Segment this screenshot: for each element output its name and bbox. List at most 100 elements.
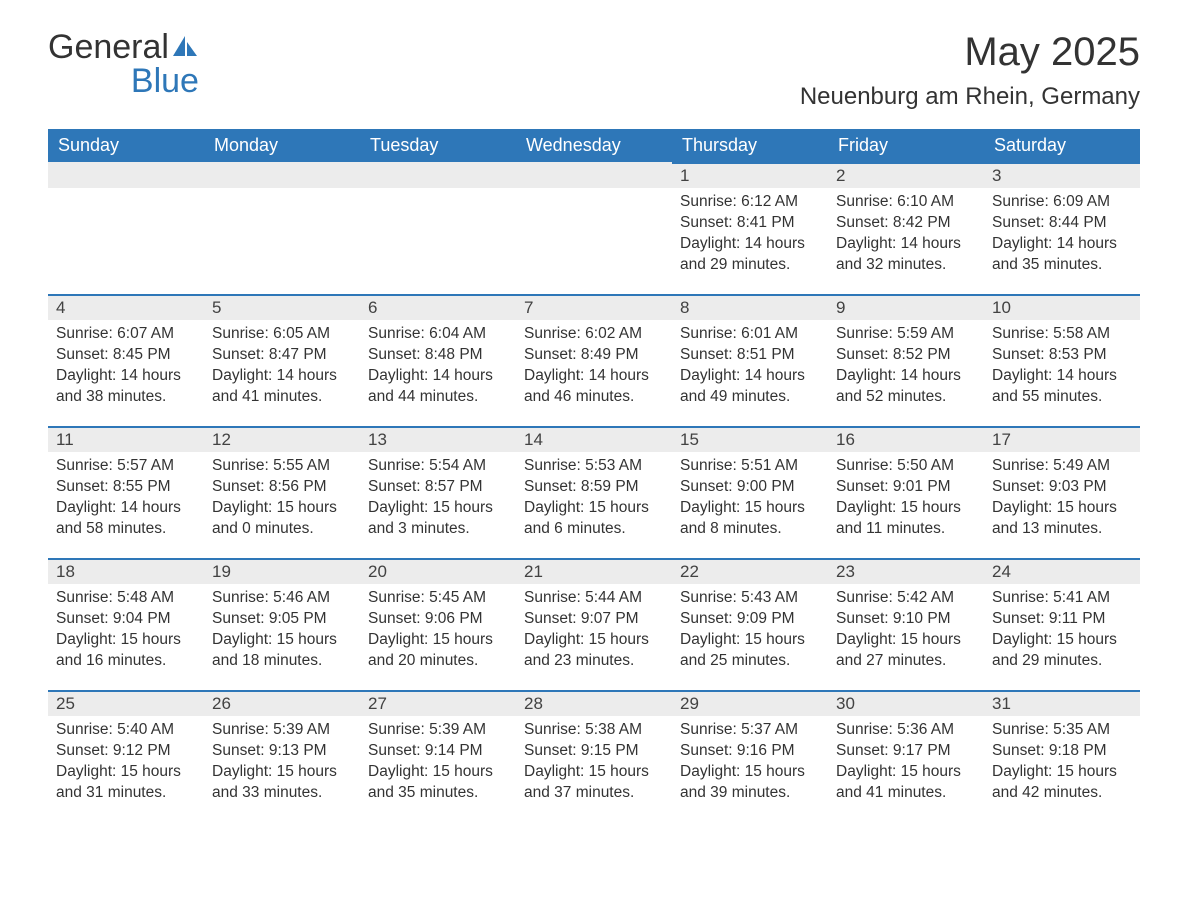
day-cell: 22Sunrise: 5:43 AMSunset: 9:09 PMDayligh… — [672, 558, 828, 690]
day-number: 12 — [204, 426, 360, 452]
daylight-minutes-line: and 29 minutes. — [992, 651, 1132, 672]
day-cell: 15Sunrise: 5:51 AMSunset: 9:00 PMDayligh… — [672, 426, 828, 558]
day-data: Sunrise: 5:59 AMSunset: 8:52 PMDaylight:… — [828, 320, 984, 408]
sunrise-line: Sunrise: 6:01 AM — [680, 324, 820, 345]
daylight-line: Daylight: 15 hours — [368, 762, 508, 783]
daylight-minutes-line: and 13 minutes. — [992, 519, 1132, 540]
weekday-header: Saturday — [984, 129, 1140, 162]
day-number: 14 — [516, 426, 672, 452]
day-data: Sunrise: 6:09 AMSunset: 8:44 PMDaylight:… — [984, 188, 1140, 276]
day-number-empty — [48, 162, 204, 188]
day-number: 10 — [984, 294, 1140, 320]
day-cell: 16Sunrise: 5:50 AMSunset: 9:01 PMDayligh… — [828, 426, 984, 558]
day-number: 31 — [984, 690, 1140, 716]
day-number: 27 — [360, 690, 516, 716]
sunrise-line: Sunrise: 5:40 AM — [56, 720, 196, 741]
sunset-line: Sunset: 8:44 PM — [992, 213, 1132, 234]
day-number: 11 — [48, 426, 204, 452]
day-data: Sunrise: 5:39 AMSunset: 9:14 PMDaylight:… — [360, 716, 516, 804]
day-cell — [204, 162, 360, 294]
sunrise-line: Sunrise: 5:49 AM — [992, 456, 1132, 477]
daylight-line: Daylight: 15 hours — [992, 762, 1132, 783]
day-number-empty — [516, 162, 672, 188]
daylight-minutes-line: and 20 minutes. — [368, 651, 508, 672]
day-cell: 2Sunrise: 6:10 AMSunset: 8:42 PMDaylight… — [828, 162, 984, 294]
daylight-line: Daylight: 15 hours — [680, 762, 820, 783]
sunrise-line: Sunrise: 6:02 AM — [524, 324, 664, 345]
day-number: 4 — [48, 294, 204, 320]
sunset-line: Sunset: 9:04 PM — [56, 609, 196, 630]
day-cell: 24Sunrise: 5:41 AMSunset: 9:11 PMDayligh… — [984, 558, 1140, 690]
week-row: 4Sunrise: 6:07 AMSunset: 8:45 PMDaylight… — [48, 294, 1140, 426]
daylight-line: Daylight: 15 hours — [524, 762, 664, 783]
day-data: Sunrise: 5:49 AMSunset: 9:03 PMDaylight:… — [984, 452, 1140, 540]
daylight-line: Daylight: 15 hours — [56, 630, 196, 651]
day-number: 24 — [984, 558, 1140, 584]
sunset-line: Sunset: 9:16 PM — [680, 741, 820, 762]
sunrise-line: Sunrise: 5:38 AM — [524, 720, 664, 741]
weekday-header: Thursday — [672, 129, 828, 162]
sunset-line: Sunset: 8:42 PM — [836, 213, 976, 234]
day-number: 6 — [360, 294, 516, 320]
daylight-line: Daylight: 14 hours — [680, 366, 820, 387]
day-cell: 23Sunrise: 5:42 AMSunset: 9:10 PMDayligh… — [828, 558, 984, 690]
day-data: Sunrise: 6:05 AMSunset: 8:47 PMDaylight:… — [204, 320, 360, 408]
sunrise-line: Sunrise: 5:45 AM — [368, 588, 508, 609]
daylight-minutes-line: and 37 minutes. — [524, 783, 664, 804]
sunrise-line: Sunrise: 5:41 AM — [992, 588, 1132, 609]
sunset-line: Sunset: 8:59 PM — [524, 477, 664, 498]
sunset-line: Sunset: 8:52 PM — [836, 345, 976, 366]
day-number: 21 — [516, 558, 672, 584]
title-block: May 2025 Neuenburg am Rhein, Germany — [800, 30, 1140, 111]
sunset-line: Sunset: 9:15 PM — [524, 741, 664, 762]
day-cell — [48, 162, 204, 294]
day-number: 5 — [204, 294, 360, 320]
sunrise-line: Sunrise: 5:46 AM — [212, 588, 352, 609]
day-data: Sunrise: 5:55 AMSunset: 8:56 PMDaylight:… — [204, 452, 360, 540]
sunset-line: Sunset: 9:03 PM — [992, 477, 1132, 498]
weekday-header: Sunday — [48, 129, 204, 162]
sunset-line: Sunset: 8:53 PM — [992, 345, 1132, 366]
day-cell: 3Sunrise: 6:09 AMSunset: 8:44 PMDaylight… — [984, 162, 1140, 294]
day-number: 3 — [984, 162, 1140, 188]
day-data: Sunrise: 5:37 AMSunset: 9:16 PMDaylight:… — [672, 716, 828, 804]
location: Neuenburg am Rhein, Germany — [800, 83, 1140, 111]
day-cell: 17Sunrise: 5:49 AMSunset: 9:03 PMDayligh… — [984, 426, 1140, 558]
day-number: 20 — [360, 558, 516, 584]
sunrise-line: Sunrise: 5:48 AM — [56, 588, 196, 609]
day-data: Sunrise: 5:43 AMSunset: 9:09 PMDaylight:… — [672, 584, 828, 672]
sunset-line: Sunset: 8:51 PM — [680, 345, 820, 366]
sunset-line: Sunset: 9:05 PM — [212, 609, 352, 630]
day-cell: 20Sunrise: 5:45 AMSunset: 9:06 PMDayligh… — [360, 558, 516, 690]
day-data: Sunrise: 6:04 AMSunset: 8:48 PMDaylight:… — [360, 320, 516, 408]
daylight-minutes-line: and 35 minutes. — [992, 255, 1132, 276]
month-title: May 2025 — [800, 30, 1140, 75]
day-number: 19 — [204, 558, 360, 584]
day-data: Sunrise: 6:02 AMSunset: 8:49 PMDaylight:… — [516, 320, 672, 408]
day-cell: 11Sunrise: 5:57 AMSunset: 8:55 PMDayligh… — [48, 426, 204, 558]
sunset-line: Sunset: 9:00 PM — [680, 477, 820, 498]
day-cell: 7Sunrise: 6:02 AMSunset: 8:49 PMDaylight… — [516, 294, 672, 426]
weekday-header: Tuesday — [360, 129, 516, 162]
day-data: Sunrise: 5:38 AMSunset: 9:15 PMDaylight:… — [516, 716, 672, 804]
sunrise-line: Sunrise: 5:36 AM — [836, 720, 976, 741]
week-row: 18Sunrise: 5:48 AMSunset: 9:04 PMDayligh… — [48, 558, 1140, 690]
daylight-minutes-line: and 29 minutes. — [680, 255, 820, 276]
sunrise-line: Sunrise: 5:53 AM — [524, 456, 664, 477]
daylight-minutes-line: and 49 minutes. — [680, 387, 820, 408]
sunrise-line: Sunrise: 5:57 AM — [56, 456, 196, 477]
day-cell: 28Sunrise: 5:38 AMSunset: 9:15 PMDayligh… — [516, 690, 672, 822]
day-number: 8 — [672, 294, 828, 320]
daylight-line: Daylight: 15 hours — [212, 498, 352, 519]
daylight-line: Daylight: 14 hours — [368, 366, 508, 387]
daylight-line: Daylight: 14 hours — [992, 234, 1132, 255]
sunset-line: Sunset: 8:41 PM — [680, 213, 820, 234]
daylight-minutes-line: and 39 minutes. — [680, 783, 820, 804]
daylight-line: Daylight: 15 hours — [680, 498, 820, 519]
day-cell: 29Sunrise: 5:37 AMSunset: 9:16 PMDayligh… — [672, 690, 828, 822]
logo: General Blue — [48, 30, 199, 98]
week-row: 1Sunrise: 6:12 AMSunset: 8:41 PMDaylight… — [48, 162, 1140, 294]
daylight-line: Daylight: 15 hours — [212, 762, 352, 783]
day-number: 7 — [516, 294, 672, 320]
day-data: Sunrise: 5:50 AMSunset: 9:01 PMDaylight:… — [828, 452, 984, 540]
